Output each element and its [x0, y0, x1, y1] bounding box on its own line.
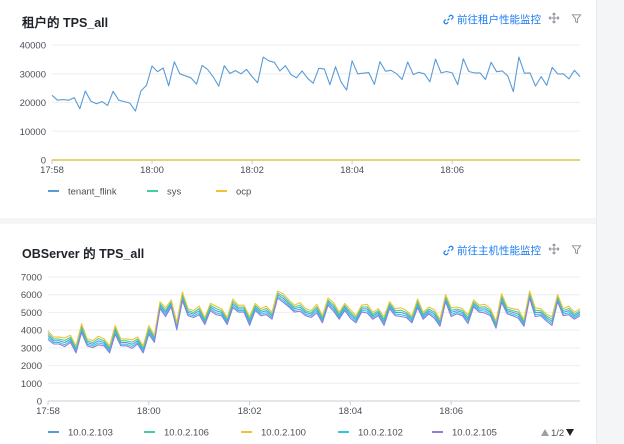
pager-next-icon	[566, 429, 574, 436]
series-line-10-0-2-102	[47, 295, 581, 352]
x-tick-label: 18:06	[440, 165, 464, 176]
link-label: 前往主机性能监控	[457, 245, 541, 257]
link-icon	[443, 245, 454, 256]
y-tick-label: 20000	[20, 98, 46, 109]
x-tick-label: 18:02	[238, 406, 262, 417]
tenant-monitor-link[interactable]: 前往租户性能监控	[443, 12, 541, 27]
pager-prev-icon	[541, 429, 549, 436]
y-tick-label: 5000	[21, 308, 42, 319]
y-tick-label: 10000	[20, 127, 46, 138]
drag-icon[interactable]	[547, 242, 561, 256]
legend-label: sys	[167, 187, 182, 198]
y-tick-label: 3000	[21, 343, 42, 354]
link-label: 前往租户性能监控	[457, 14, 541, 26]
x-tick-label: 17:58	[36, 406, 60, 417]
y-tick-label: 0	[41, 156, 46, 167]
series-line-10-0-2-103	[47, 294, 581, 351]
legend-label: 10.0.2.103	[68, 428, 113, 439]
legend-label: tenant_flink	[68, 187, 117, 198]
drag-icon[interactable]	[547, 11, 561, 25]
observer-tps-panel: OBServer 的 TPS_all 前往主机性能监控 0 1000 2000 300…	[0, 224, 596, 444]
pager-text: 1/2	[551, 428, 564, 439]
host-monitor-link[interactable]: 前往主机性能监控	[443, 243, 541, 258]
y-tick-label: 30000	[20, 69, 46, 80]
panel-title: 租户的 TPS_all	[22, 16, 109, 30]
legend-label: 10.0.2.105	[452, 428, 497, 439]
filter-icon[interactable]	[569, 11, 583, 25]
x-tick-label: 18:04	[340, 165, 364, 176]
x-tick-label: 17:58	[40, 165, 64, 176]
x-tick-label: 18:06	[439, 406, 463, 417]
y-tick-label: 0	[37, 397, 42, 408]
page-divider	[596, 0, 597, 444]
y-tick-label: 40000	[20, 41, 46, 52]
series-line-tenant_flink	[51, 56, 581, 112]
filter-icon[interactable]	[569, 242, 583, 256]
legend-label: 10.0.2.102	[358, 428, 403, 439]
tenant-tps-chart: 0 10000 20000 30000 40000 17:58 18:00 18:02 18:0…	[20, 41, 581, 198]
y-tick-label: 7000	[21, 273, 42, 284]
legend-pager[interactable]: 1/2	[541, 428, 574, 439]
series-line-10-0-2-100	[47, 290, 581, 347]
legend-label: 10.0.2.100	[261, 428, 306, 439]
legend-label: 10.0.2.106	[164, 428, 209, 439]
series-line-10-0-2-105	[47, 297, 581, 354]
legend-label: ocp	[236, 187, 251, 198]
y-tick-label: 2000	[21, 361, 42, 372]
x-tick-label: 18:02	[240, 165, 264, 176]
x-tick-label: 18:00	[140, 165, 164, 176]
y-tick-label: 6000	[21, 290, 42, 301]
link-icon	[443, 14, 454, 25]
y-tick-label: 4000	[21, 326, 42, 337]
tenant-tps-panel: 租户的 TPS_all 前往租户性能监控 0 10000 20000 30000 400…	[0, 0, 596, 218]
x-tick-label: 18:04	[339, 406, 363, 417]
x-tick-label: 18:00	[137, 406, 161, 417]
series-line-10-0-2-106	[47, 292, 581, 349]
panel-title: OBServer 的 TPS_all	[22, 247, 145, 261]
y-tick-label: 1000	[21, 379, 42, 390]
